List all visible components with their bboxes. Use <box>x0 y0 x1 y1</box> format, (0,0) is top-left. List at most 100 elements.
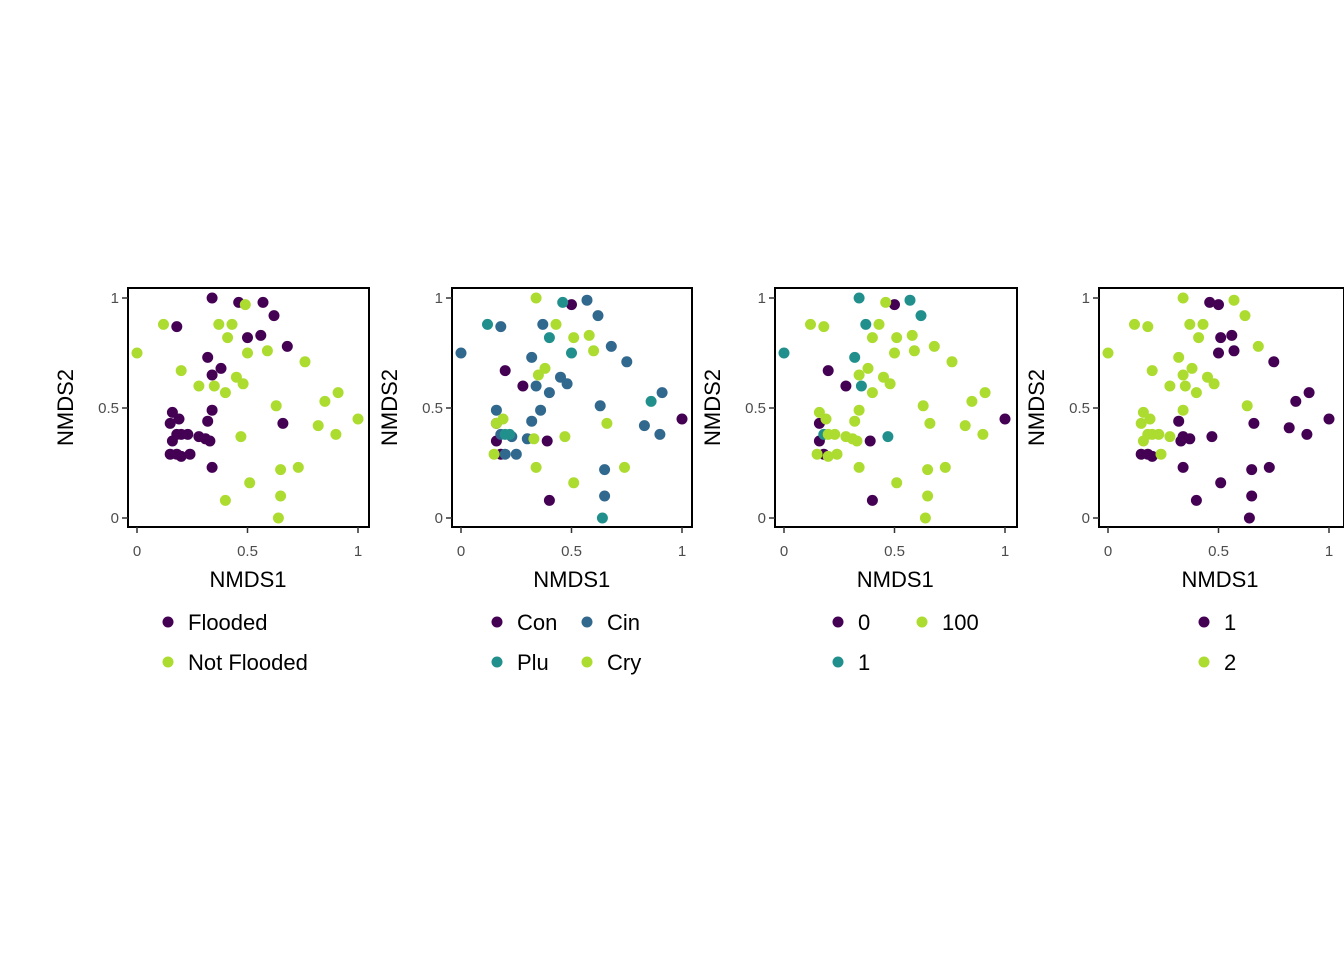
point-2-28 <box>1137 435 1149 447</box>
point-cin-23 <box>510 448 522 460</box>
legend-key <box>162 616 174 628</box>
point-not-flooded-17 <box>270 400 282 412</box>
panel-2: 0 0.5 1 0 0.5 1 NMDS1 NMDS2 Con Cin Plu Cry <box>377 287 693 675</box>
x-tick-label: 1 <box>1325 543 1333 560</box>
legend: 0 1 100 <box>832 610 979 675</box>
point-flooded-7 <box>281 340 293 352</box>
point-cin-13 <box>594 400 606 412</box>
point-1-23 <box>1263 461 1275 473</box>
point-1-24 <box>1215 477 1227 489</box>
legend-key <box>581 616 593 628</box>
point-cry-12 <box>488 448 500 460</box>
point-flooded-22 <box>200 433 211 445</box>
point-1-3 <box>1215 332 1227 344</box>
point-not-flooded-9 <box>175 365 187 377</box>
point-1-17 <box>1175 435 1187 447</box>
point-100-4 <box>891 332 903 344</box>
point-not-flooded-20 <box>330 428 342 440</box>
point-1-21 <box>1177 461 1189 473</box>
x-tick-label: 0.5 <box>561 543 582 560</box>
x-tick-label: 0 <box>780 543 788 560</box>
x-axis-title: NMDS1 <box>1181 567 1258 592</box>
point-not-flooded-7 <box>261 345 273 357</box>
point-1-25 <box>1190 494 1202 506</box>
x-tick-label: 1 <box>678 543 686 560</box>
y-tick-label: 0.5 <box>422 400 443 417</box>
legend-key <box>491 656 503 668</box>
point-100-19 <box>853 404 865 416</box>
point-not-flooded-15 <box>332 387 344 399</box>
legend-key <box>1198 656 1210 668</box>
point-not-flooded-12 <box>193 380 205 392</box>
point-100-30 <box>851 435 863 447</box>
point-1-9 <box>1323 413 1335 425</box>
point-not-flooded-22 <box>275 464 287 476</box>
point-not-flooded-18 <box>352 413 364 425</box>
point-1-0 <box>853 292 865 304</box>
point-2-22 <box>1144 413 1156 425</box>
legend-label: Con <box>517 610 557 635</box>
point-2-19 <box>1241 400 1253 412</box>
point-100-2 <box>818 321 830 333</box>
point-0-2 <box>840 380 852 392</box>
point-100-24 <box>959 420 971 432</box>
point-cry-1 <box>550 318 562 330</box>
point-cry-4 <box>588 345 600 357</box>
point-2-18 <box>1190 387 1202 399</box>
point-2-12 <box>1186 362 1198 374</box>
point-plu-2 <box>543 332 555 344</box>
point-2-7 <box>1193 332 1205 344</box>
point-1-6 <box>855 380 867 392</box>
point-cry-13 <box>530 461 542 473</box>
x-tick-label: 0 <box>1104 543 1112 560</box>
point-not-flooded-11 <box>237 378 249 390</box>
point-not-flooded-27 <box>272 512 284 524</box>
point-cin-9 <box>561 378 573 390</box>
point-100-25 <box>977 428 989 440</box>
point-100-17 <box>966 395 978 407</box>
point-cry-2 <box>568 332 580 344</box>
point-flooded-26 <box>184 448 196 460</box>
point-100-35 <box>922 464 934 476</box>
point-cin-24 <box>599 464 611 476</box>
point-cin-1 <box>495 321 507 333</box>
point-flooded-9 <box>215 362 227 374</box>
point-flooded-3 <box>268 310 280 322</box>
legend: 12 <box>1198 610 1236 675</box>
legend-key <box>581 656 593 668</box>
point-2-2 <box>1239 310 1251 322</box>
point-100-3 <box>873 318 885 330</box>
point-flooded-0 <box>206 292 218 304</box>
legend-label: Cin <box>607 610 640 635</box>
point-1-22 <box>1246 464 1258 476</box>
x-axis-title: NMDS1 <box>533 567 610 592</box>
point-100-14 <box>884 378 896 390</box>
point-1-1 <box>904 294 916 306</box>
point-1-26 <box>1246 490 1258 502</box>
point-con-1 <box>499 365 511 377</box>
point-100-38 <box>922 490 934 502</box>
point-flooded-14 <box>164 417 176 429</box>
point-1-27 <box>1243 512 1255 524</box>
point-flooded-20 <box>166 435 178 447</box>
y-axis-title: NMDS2 <box>700 369 725 446</box>
point-cry-11 <box>528 433 540 445</box>
point-con-7 <box>676 413 688 425</box>
point-0-6 <box>866 494 878 506</box>
point-not-flooded-25 <box>219 494 231 506</box>
point-flooded-4 <box>171 321 183 333</box>
legend-label: 1 <box>858 650 870 675</box>
point-cin-10 <box>530 380 542 392</box>
point-not-flooded-13 <box>208 380 220 392</box>
point-100-21 <box>820 413 832 425</box>
point-plu-7 <box>596 512 608 524</box>
points-layer <box>131 292 364 524</box>
point-1-4 <box>1213 347 1224 359</box>
point-flooded-28 <box>277 417 289 429</box>
point-not-flooded-21 <box>235 431 247 443</box>
point-plu-0 <box>557 296 569 308</box>
x-tick-label: 0 <box>133 543 141 560</box>
y-tick-label: 0 <box>111 510 119 527</box>
y-axis-title: NMDS2 <box>1024 369 1049 446</box>
point-1-7 <box>882 431 894 443</box>
